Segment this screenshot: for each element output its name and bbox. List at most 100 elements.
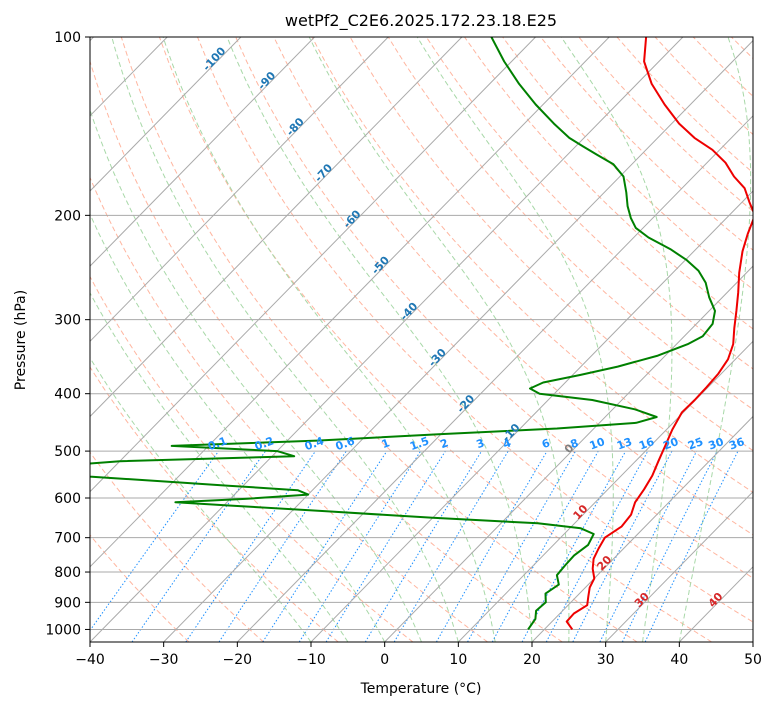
y-tick-label: 600 (54, 491, 81, 507)
x-tick-label: 50 (744, 652, 762, 668)
x-tick-label: −30 (149, 652, 179, 668)
pressure-gridlines (90, 37, 753, 630)
dry-adiabat-line (273, 37, 753, 536)
mixing-ratio-label: 2 (438, 436, 450, 451)
mixing-ratio-label: 0.4 (303, 434, 326, 453)
mixing-ratio-label: 3 (475, 436, 487, 451)
mixing-ratio-label: 1 (380, 436, 392, 451)
mixing-ratio-label: 20 (661, 435, 680, 453)
isotherm-line (90, 37, 242, 192)
isotherm-line (605, 490, 753, 642)
dewpoint-profile-line (90, 37, 716, 630)
dry-adiabat-line (502, 37, 753, 290)
isotherms (90, 37, 753, 642)
isotherm-line (457, 340, 753, 642)
isotherm-line (90, 37, 389, 343)
isotherm-line (90, 37, 463, 418)
moist-adiabat-line (162, 37, 496, 642)
moist-adiabat-line (416, 37, 614, 642)
mixing-ratio-line (262, 450, 388, 642)
dry-adiabats (90, 37, 753, 642)
mixing-ratio-line (185, 450, 316, 642)
y-axis-label: Pressure (hPa) (13, 290, 29, 390)
isotherm-line (90, 37, 610, 568)
sounding-profiles (90, 37, 753, 630)
x-tick-label: −20 (223, 652, 253, 668)
mixing-ratio-label: 0.1 (206, 434, 229, 453)
mixing-ratio-label: 13 (615, 435, 634, 452)
dry-adiabat-line (158, 37, 712, 642)
mixing-ratio-label: 10 (588, 435, 607, 453)
mixing-ratio-label: 0.6 (334, 434, 357, 453)
moist-adiabat-line (111, 37, 459, 642)
mixing-ratio-label: 8 (569, 436, 581, 451)
moist-adiabat-line (90, 356, 312, 642)
isotherm-line (384, 265, 753, 642)
x-tick-label: 0 (380, 652, 389, 668)
moist-adiabat-line (308, 37, 570, 642)
mixing-ratio-line (90, 450, 220, 632)
mixing-ratio-line (298, 450, 422, 642)
moist-adiabat-line (90, 212, 386, 642)
isotherm-line (163, 39, 753, 642)
plot-frame (89, 36, 754, 643)
x-tick-label: −40 (75, 652, 105, 668)
y-tick-label: 700 (54, 531, 81, 547)
mixing-ratio-line (644, 450, 739, 642)
y-tick-label: 300 (54, 313, 81, 329)
x-axis-label: Temperature (°C) (360, 681, 482, 697)
mixing-ratio-label: 0.2 (253, 434, 276, 453)
isotherm-line (310, 190, 753, 642)
moist-adiabat-line (560, 37, 673, 642)
y-axis-ticks: 100 200 300 400 500 600 700 800 900 1000 (45, 30, 90, 638)
mixing-ratio-line (521, 450, 627, 642)
dry-adiabat-line (197, 37, 753, 623)
dry-adiabat-line (311, 37, 753, 493)
y-tick-label: 500 (54, 444, 81, 460)
x-tick-label: 40 (670, 652, 688, 668)
isotherm-line (531, 415, 753, 642)
moist-adiabat-line (90, 108, 422, 642)
mixing-ratio-label: 25 (686, 435, 705, 452)
mixing-ratio-line (218, 450, 347, 642)
isotherm-line (90, 37, 684, 642)
mixing-ratio-line (467, 450, 577, 642)
mixing-ratio-label: 1.5 (408, 434, 431, 453)
mixing-ratio-line (393, 450, 509, 642)
dry-adiabat-line (90, 59, 563, 642)
x-tick-label: 10 (449, 652, 467, 668)
y-tick-label: 900 (54, 595, 81, 611)
x-tick-label: 20 (523, 652, 541, 668)
mixing-ratio-line (599, 450, 698, 642)
dry-adiabat-line (90, 534, 190, 642)
dry-adiabat-line (90, 275, 414, 642)
mixing-ratio-label: 4 (501, 436, 513, 451)
dry-adiabat-line (387, 37, 753, 411)
moist-adiabat-line (226, 37, 533, 642)
mixing-ratio-line (545, 450, 649, 642)
mixing-ratio-labels: 0.1 0.2 0.4 0.6 1 1.5 2 3 4 6 8 10 13 16 20 25 30 36 (206, 434, 746, 453)
mixing-ratio-label: 36 (727, 435, 746, 453)
y-tick-label: 200 (54, 208, 81, 224)
temperature-profile-line (565, 37, 753, 630)
x-axis-ticks: −40 −30 −20 −10 0 10 20 30 40 50 (75, 642, 762, 668)
y-tick-label: 100 (54, 30, 81, 46)
mixing-ratio-label: 16 (637, 435, 656, 453)
x-tick-label: 30 (597, 652, 615, 668)
x-tick-label: −10 (296, 652, 326, 668)
dry-adiabat-line (120, 37, 638, 642)
mixing-ratio-line (572, 450, 673, 642)
isotherm-line (236, 115, 753, 642)
mixing-ratio-label: 30 (707, 435, 726, 453)
mixing-ratio-line (325, 450, 446, 642)
y-tick-label: 400 (54, 387, 81, 403)
moist-adiabat-line (90, 291, 349, 642)
chart-title: wetPf2_C2E6.2025.172.23.18.E25 (285, 11, 557, 31)
dry-adiabat-line (464, 37, 753, 330)
mixing-ratio-line (364, 450, 483, 642)
moist-adiabats (90, 37, 752, 642)
moist-adiabat-line (678, 37, 752, 642)
